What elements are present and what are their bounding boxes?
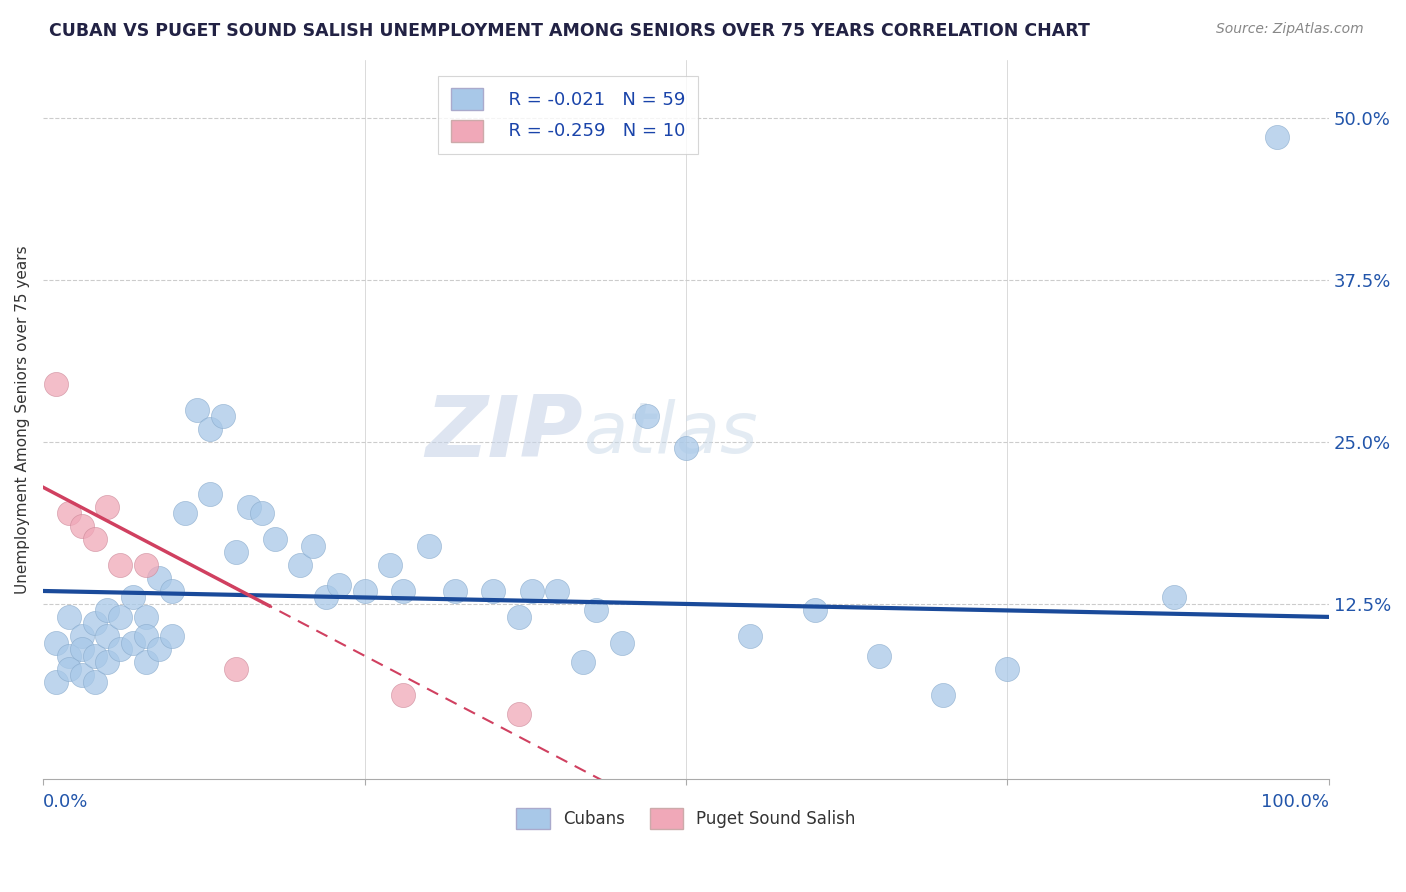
Point: [392, 688, 415, 702]
Point: [96, 603, 118, 617]
Text: CUBAN VS PUGET SOUND SALISH UNEMPLOYMENT AMONG SENIORS OVER 75 YEARS CORRELATION: CUBAN VS PUGET SOUND SALISH UNEMPLOYMENT…: [49, 22, 1090, 40]
Point: [380, 558, 402, 572]
Point: [58, 662, 80, 676]
Point: [392, 584, 415, 599]
Point: [122, 636, 145, 650]
Point: [45, 636, 67, 650]
Point: [443, 584, 465, 599]
Point: [212, 409, 235, 423]
Point: [302, 539, 325, 553]
Point: [740, 629, 762, 643]
Point: [1163, 591, 1185, 605]
Point: [585, 603, 607, 617]
Point: [508, 610, 530, 624]
Point: [160, 629, 183, 643]
Point: [58, 648, 80, 663]
Point: [160, 584, 183, 599]
Point: [148, 642, 170, 657]
Text: Source: ZipAtlas.com: Source: ZipAtlas.com: [1216, 22, 1364, 37]
Point: [110, 642, 132, 657]
Point: [482, 584, 505, 599]
Point: [70, 668, 93, 682]
Point: [520, 584, 543, 599]
Point: [610, 636, 633, 650]
Point: [135, 558, 157, 572]
Point: [148, 571, 170, 585]
Point: [636, 409, 658, 423]
Point: [508, 707, 530, 722]
Point: [328, 577, 350, 591]
Point: [135, 629, 157, 643]
Point: [290, 558, 312, 572]
Point: [70, 642, 93, 657]
Point: [263, 532, 285, 546]
Point: [96, 500, 118, 514]
Point: [83, 616, 105, 631]
Point: [173, 506, 195, 520]
Point: [96, 655, 118, 669]
Point: [418, 539, 440, 553]
Point: [45, 376, 67, 391]
Point: [225, 545, 247, 559]
Point: [45, 674, 67, 689]
Text: 100.0%: 100.0%: [1261, 793, 1329, 812]
Point: [1265, 130, 1288, 145]
Point: [83, 674, 105, 689]
Point: [250, 506, 273, 520]
Point: [200, 487, 222, 501]
Point: [83, 532, 105, 546]
Point: [868, 648, 890, 663]
Point: [932, 688, 955, 702]
Point: [238, 500, 260, 514]
Point: [995, 662, 1018, 676]
Text: 0.0%: 0.0%: [44, 793, 89, 812]
Point: [96, 629, 118, 643]
Point: [110, 558, 132, 572]
Point: [70, 519, 93, 533]
Point: [135, 610, 157, 624]
Point: [58, 610, 80, 624]
Point: [315, 591, 337, 605]
Point: [803, 603, 825, 617]
Point: [58, 506, 80, 520]
Point: [546, 584, 568, 599]
Legend: Cubans, Puget Sound Salish: Cubans, Puget Sound Salish: [509, 802, 862, 835]
Text: ZIP: ZIP: [426, 392, 583, 475]
Point: [225, 662, 247, 676]
Y-axis label: Unemployment Among Seniors over 75 years: Unemployment Among Seniors over 75 years: [15, 245, 30, 593]
Point: [186, 402, 208, 417]
Point: [675, 442, 697, 456]
Point: [70, 629, 93, 643]
Text: atlas: atlas: [583, 399, 758, 468]
Point: [200, 422, 222, 436]
Point: [353, 584, 375, 599]
Point: [110, 610, 132, 624]
Point: [83, 648, 105, 663]
Point: [572, 655, 595, 669]
Point: [122, 591, 145, 605]
Point: [135, 655, 157, 669]
